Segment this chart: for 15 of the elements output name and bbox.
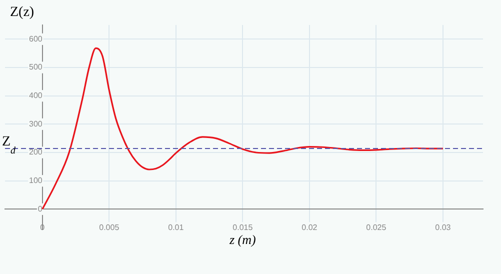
y-tick-label: 200 — [29, 148, 43, 157]
x-tick-label: 0.005 — [99, 223, 120, 232]
x-tick-label: 0.025 — [366, 223, 387, 232]
x-tick-label: 0.015 — [232, 223, 254, 232]
y-tick-label: 600 — [29, 34, 43, 44]
x-tick-label: 0.01 — [168, 223, 184, 232]
y-tick-label: 400 — [29, 91, 43, 100]
x-tick-label: 0.03 — [435, 223, 452, 232]
x-axis-title: z (m) — [228, 232, 256, 247]
y-axis-title: Z(z) — [10, 5, 34, 20]
y-tick-label: 300 — [29, 119, 43, 128]
y-tick-label: 500 — [29, 62, 43, 72]
x-tick-label: 0.02 — [302, 223, 318, 232]
y-tick-label: 100 — [29, 176, 43, 186]
y-tick-label: 0 — [38, 204, 43, 214]
